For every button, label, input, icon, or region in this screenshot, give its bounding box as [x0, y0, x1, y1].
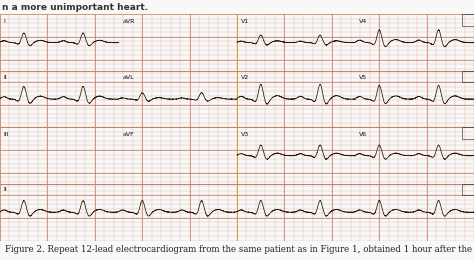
- Text: II: II: [4, 75, 8, 80]
- Bar: [462, 184, 474, 195]
- Text: V2: V2: [241, 75, 249, 80]
- Text: aVL: aVL: [122, 75, 134, 80]
- Text: V1: V1: [241, 19, 249, 24]
- Text: V5: V5: [359, 75, 367, 80]
- Bar: [462, 127, 474, 139]
- Text: Figure 2. Repeat 12-lead electrocardiogram from the same patient as in Figure 1,: Figure 2. Repeat 12-lead electrocardiogr…: [5, 245, 474, 254]
- Text: aVF: aVF: [122, 132, 134, 137]
- Bar: [462, 71, 474, 82]
- Text: I: I: [4, 19, 6, 24]
- Text: II: II: [4, 187, 8, 192]
- Text: n a more unimportant heart.: n a more unimportant heart.: [2, 3, 148, 12]
- Text: III: III: [4, 132, 9, 137]
- Text: aVR: aVR: [122, 19, 135, 24]
- Text: V3: V3: [241, 132, 249, 137]
- Text: V6: V6: [359, 132, 367, 137]
- Text: V4: V4: [359, 19, 367, 24]
- Bar: [462, 14, 474, 25]
